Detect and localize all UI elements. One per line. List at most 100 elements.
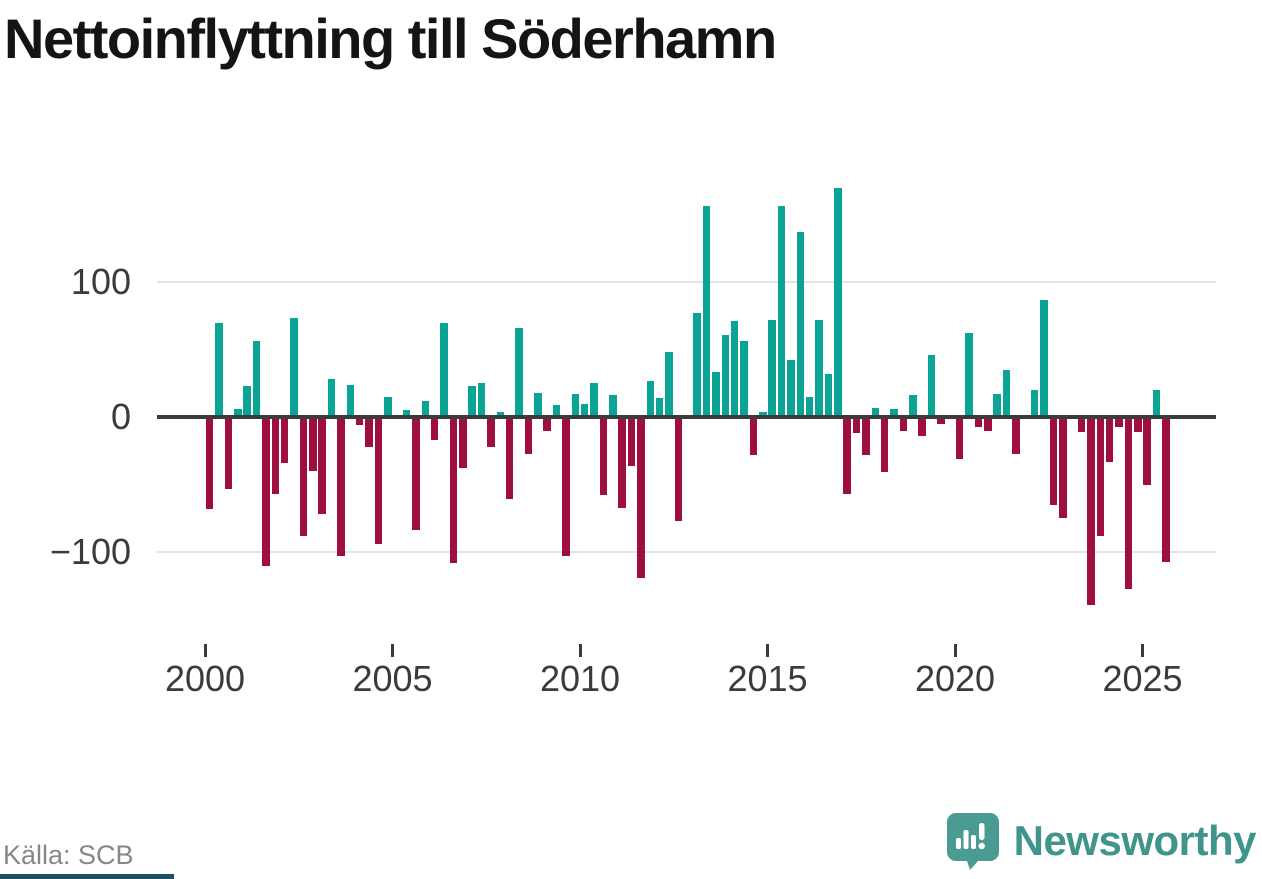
bar-2014-q1 bbox=[730, 321, 739, 417]
bar-2004-q1 bbox=[355, 417, 364, 426]
bar-2014-q4 bbox=[759, 411, 767, 417]
bar-2021-q1 bbox=[993, 394, 1001, 418]
bar-2020-q2 bbox=[965, 333, 973, 417]
bar-2009-q3 bbox=[562, 417, 570, 557]
x-tick-2025 bbox=[1141, 644, 1144, 657]
bar-2011-q2 bbox=[627, 417, 636, 466]
bar-2017-q1 bbox=[843, 417, 851, 494]
bar-2011-q3 bbox=[637, 417, 645, 578]
bar-2003-q2 bbox=[327, 379, 336, 417]
footer-accent-bar bbox=[0, 874, 174, 879]
bar-2003-q4 bbox=[346, 384, 355, 417]
bar-2023-q2 bbox=[1077, 417, 1086, 432]
bar-2010-q2 bbox=[590, 383, 598, 418]
bar-2012-q2 bbox=[665, 352, 673, 417]
gridline--100 bbox=[157, 551, 1216, 553]
bar-2015-q4 bbox=[796, 232, 805, 417]
bar-2002-q3 bbox=[299, 417, 308, 536]
bar-2022-q1 bbox=[1030, 390, 1039, 417]
x-axis-zero-line bbox=[157, 415, 1216, 419]
bar-2006-q3 bbox=[449, 417, 458, 563]
chart-title: Nettoinflyttning till Söderhamn bbox=[4, 7, 777, 70]
bar-2008-q1 bbox=[505, 417, 514, 500]
y-tick-label-0: 0 bbox=[110, 396, 131, 437]
x-tick-2020 bbox=[953, 644, 957, 657]
bar-2015-q2 bbox=[777, 206, 786, 417]
bar-2013-q1 bbox=[693, 313, 701, 418]
bar-2020-q3 bbox=[974, 417, 983, 427]
bar-2003-q1 bbox=[318, 417, 326, 515]
bar-2016-q4 bbox=[834, 187, 842, 417]
bar-2000-q2 bbox=[215, 322, 223, 417]
brand-logo: Newsworthy bbox=[946, 812, 1257, 870]
bar-2023-q4 bbox=[1096, 417, 1105, 536]
bar-2024-q1 bbox=[1105, 417, 1114, 462]
x-tick-label-2025: 2025 bbox=[1102, 658, 1183, 699]
bar-2018-q4 bbox=[909, 395, 917, 417]
bar-2020-q4 bbox=[984, 417, 992, 431]
newsworthy-speech-bubble-chart-icon bbox=[946, 812, 1000, 870]
bar-2015-q1 bbox=[768, 319, 776, 417]
gridline-100 bbox=[157, 281, 1216, 283]
bar-2010-q3 bbox=[599, 417, 608, 496]
y-tick-label-100: 100 bbox=[70, 261, 131, 302]
bar-2021-q3 bbox=[1012, 417, 1020, 454]
bar-2019-q1 bbox=[918, 417, 926, 436]
bar-2024-q4 bbox=[1134, 417, 1142, 432]
bar-2007-q1 bbox=[468, 385, 476, 417]
bar-2000-q3 bbox=[224, 417, 233, 489]
bar-2004-q3 bbox=[374, 417, 383, 544]
x-tick-2015 bbox=[766, 644, 769, 657]
bar-2009-q2 bbox=[552, 404, 561, 418]
bar-2022-q3 bbox=[1049, 417, 1058, 505]
bar-2011-q1 bbox=[618, 417, 626, 508]
bar-2001-q4 bbox=[271, 417, 280, 494]
bar-2000-q1 bbox=[205, 417, 214, 509]
bar-2019-q2 bbox=[927, 354, 936, 417]
bar-2007-q2 bbox=[477, 383, 486, 418]
bar-2007-q4 bbox=[496, 411, 505, 417]
brand-name: Newsworthy bbox=[1013, 817, 1257, 864]
bar-2005-q4 bbox=[421, 400, 430, 417]
bar-2023-q3 bbox=[1087, 417, 1095, 605]
bar-2016-q3 bbox=[824, 373, 833, 417]
bar-2009-q4 bbox=[571, 394, 580, 418]
bar-2012-q1 bbox=[655, 398, 664, 417]
bar-2018-q1 bbox=[880, 417, 889, 473]
bar-2016-q1 bbox=[805, 396, 814, 418]
bar-2002-q4 bbox=[309, 417, 317, 471]
bar-2015-q3 bbox=[787, 360, 795, 417]
bar-2002-q2 bbox=[290, 318, 298, 417]
bar-2008-q4 bbox=[534, 392, 542, 417]
bar-2009-q1 bbox=[543, 417, 551, 431]
bar-2010-q4 bbox=[609, 395, 617, 417]
bar-2004-q4 bbox=[384, 396, 392, 418]
bar-2020-q1 bbox=[955, 417, 964, 459]
x-tick-2005 bbox=[391, 644, 394, 657]
bar-2006-q2 bbox=[440, 322, 448, 417]
bar-2006-q1 bbox=[430, 417, 439, 440]
bar-2014-q2 bbox=[740, 341, 748, 417]
bar-2013-q3 bbox=[712, 372, 720, 417]
bar-2008-q3 bbox=[524, 417, 533, 454]
bar-2004-q2 bbox=[365, 417, 373, 447]
bar-2005-q3 bbox=[412, 417, 420, 531]
bar-2025-q1 bbox=[1143, 417, 1151, 485]
bar-2014-q3 bbox=[749, 417, 758, 455]
bar-2024-q2 bbox=[1115, 417, 1123, 427]
bar-2003-q3 bbox=[337, 417, 345, 557]
bar-2024-q3 bbox=[1124, 417, 1133, 589]
bar-2012-q3 bbox=[674, 417, 683, 521]
x-tick-label-2005: 2005 bbox=[352, 658, 433, 699]
x-tick-2000 bbox=[203, 644, 207, 657]
x-tick-2010 bbox=[578, 644, 582, 657]
bar-2016-q2 bbox=[815, 319, 823, 417]
bar-2017-q2 bbox=[852, 417, 861, 434]
bar-2001-q3 bbox=[262, 417, 270, 566]
x-tick-label-2015: 2015 bbox=[727, 658, 808, 699]
bar-2017-q4 bbox=[871, 407, 880, 418]
bar-2018-q2 bbox=[890, 408, 898, 417]
bar-2002-q1 bbox=[280, 417, 289, 463]
bar-2013-q2 bbox=[702, 206, 711, 417]
bar-2008-q2 bbox=[515, 327, 523, 417]
